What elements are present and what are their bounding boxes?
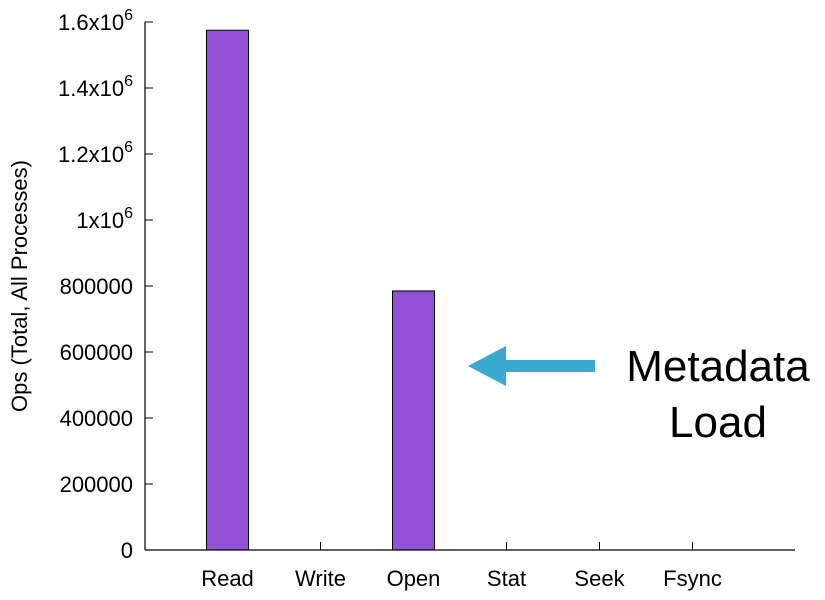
- bar-read: [206, 29, 249, 551]
- x-tick-label: Stat: [487, 566, 526, 591]
- y-tick-label: 600000: [60, 340, 133, 365]
- bar-open: [392, 290, 435, 551]
- x-tick-label: Seek: [574, 566, 625, 591]
- y-tick-exponent: 6: [124, 73, 133, 90]
- y-tick-label: 400000: [60, 406, 133, 431]
- y-tick-label: 200000: [60, 472, 133, 497]
- x-tick-label: Fsync: [663, 566, 722, 591]
- arrow-shaft: [500, 360, 595, 372]
- y-tick-exponent: 6: [124, 139, 133, 156]
- axis-ticks: 0 200000 400000 600000 800000 1x106 1.2x106 1.4…: [58, 7, 722, 591]
- x-tick-label: Write: [295, 566, 346, 591]
- arrow-left-icon: [468, 346, 506, 386]
- y-axis-label: Ops (Total, All Processes): [7, 160, 32, 412]
- y-tick-exponent: 6: [124, 7, 133, 24]
- y-tick-label: 1.6x106: [58, 7, 133, 35]
- y-tick-label: 1.2x106: [58, 139, 133, 167]
- x-tick-label: Read: [201, 566, 254, 591]
- y-tick-exponent: 6: [124, 205, 133, 222]
- plot-frame: [144, 22, 795, 551]
- y-axis-title: Ops (Total, All Processes): [7, 160, 32, 412]
- x-tick-label: Open: [387, 566, 441, 591]
- y-tick-label: 800000: [60, 274, 133, 299]
- annotation-line: Load: [669, 398, 767, 447]
- y-tick-label: 1.4x106: [58, 73, 133, 101]
- y-tick-label: 0: [121, 538, 133, 563]
- annotation-line: Metadata: [626, 342, 810, 391]
- y-tick-label: 1x106: [76, 205, 133, 233]
- metadata-load-annotation: Metadata Load: [468, 342, 810, 447]
- bars: [206, 29, 435, 551]
